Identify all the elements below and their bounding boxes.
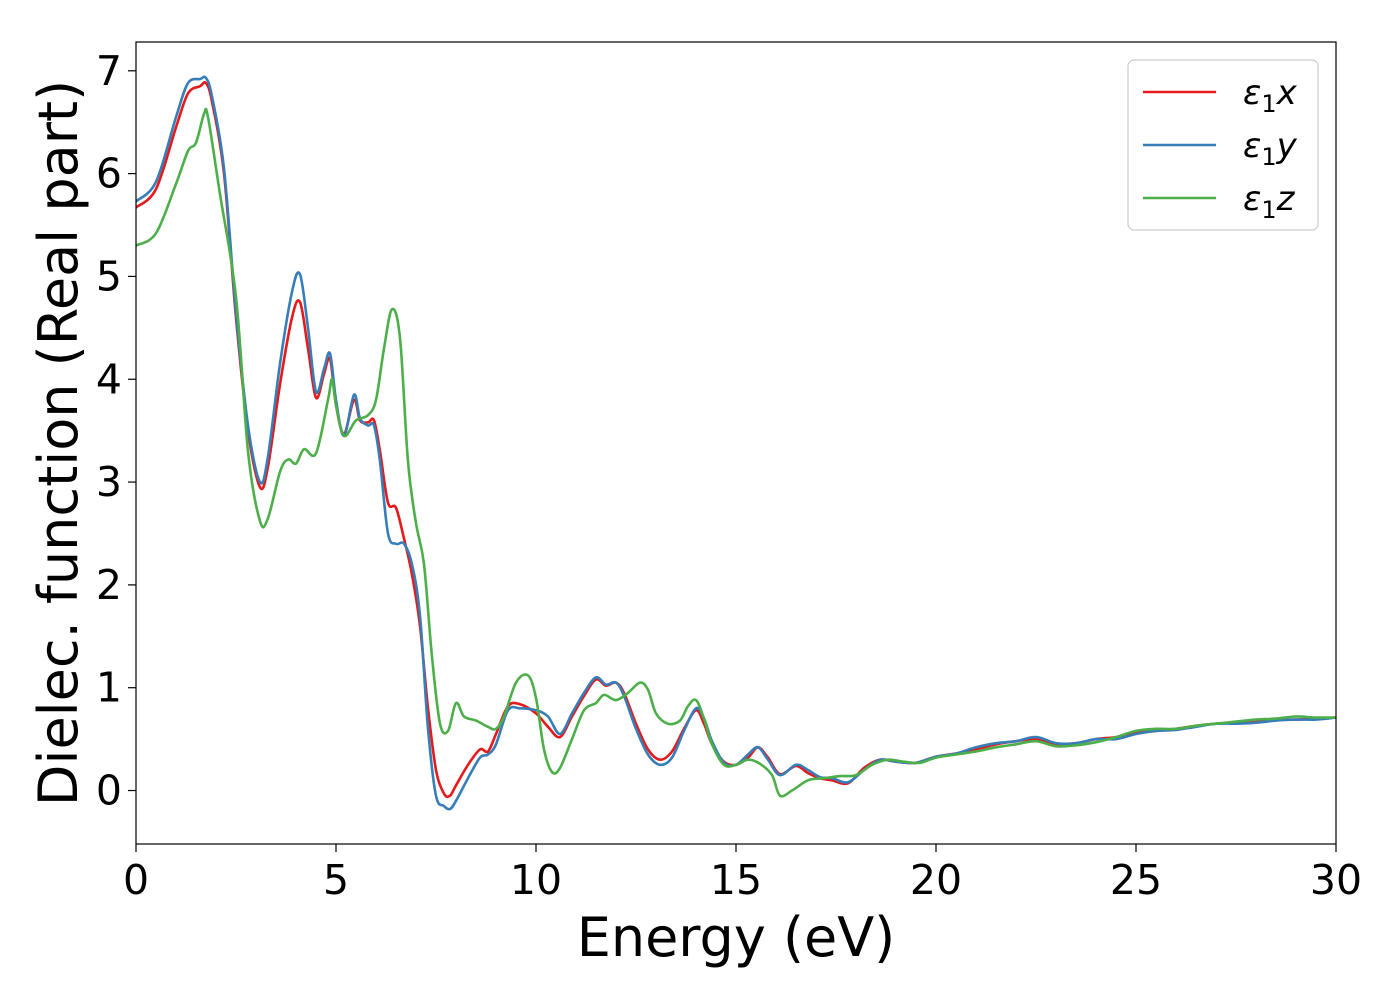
y-tick-label: 3 [96,458,122,506]
y-tick-label: 0 [96,767,122,815]
x-tick-label: 5 [323,856,349,904]
y-axis-label: Dielec. function (Real part) [27,80,90,806]
x-tick-label: 10 [510,856,562,904]
x-axis-label: Energy (eV) [577,906,896,969]
y-tick-label: 7 [96,47,122,95]
y-axis-ticks: 0 1 2 3 4 5 6 7 [96,47,136,815]
x-tick-label: 0 [123,856,149,904]
legend-items: ε1x ε1y ε1z [1143,73,1298,224]
series-line-3 [136,107,1336,798]
legend: ε1x ε1y ε1z [1127,59,1319,231]
legend-label-1: ε1x [1243,73,1298,118]
y-tick-label: 2 [96,561,122,609]
y-tick-label: 4 [96,355,122,403]
y-tick-label: 5 [96,252,122,300]
x-tick-label: 25 [1110,856,1162,904]
y-tick-label: 6 [96,150,122,198]
x-tick-label: 15 [710,856,762,904]
x-axis-ticks: 0 5 10 15 20 25 30 [123,844,1362,904]
x-tick-label: 20 [910,856,962,904]
series-line-2 [136,75,1336,811]
series-lines [136,75,1336,811]
legend-label-3: ε1z [1243,179,1296,224]
x-tick-label: 30 [1310,856,1362,904]
legend-label-2: ε1y [1243,126,1298,171]
y-tick-label: 1 [96,664,122,712]
legend-box [1127,59,1319,231]
